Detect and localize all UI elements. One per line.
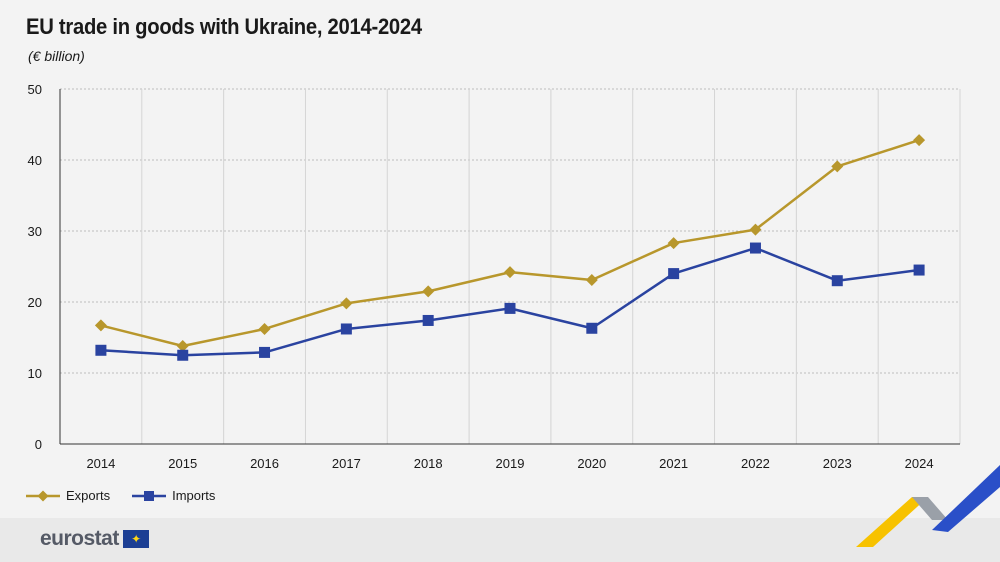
exports-point[interactable] bbox=[340, 297, 353, 310]
y-tick-label: 10 bbox=[28, 366, 42, 381]
legend-item-exports[interactable]: Exports bbox=[26, 488, 110, 503]
x-tick-label: 2021 bbox=[659, 456, 688, 471]
exports-point[interactable] bbox=[913, 134, 926, 147]
y-tick-label: 20 bbox=[28, 295, 42, 310]
footer-bar bbox=[0, 518, 1000, 562]
imports-point[interactable] bbox=[913, 264, 925, 276]
x-tick-label: 2022 bbox=[741, 456, 770, 471]
exports-point[interactable] bbox=[258, 322, 271, 335]
imports-point[interactable] bbox=[259, 346, 271, 358]
x-tick-label: 2019 bbox=[496, 456, 525, 471]
imports-point[interactable] bbox=[668, 268, 680, 280]
exports-point[interactable] bbox=[749, 223, 762, 236]
legend-label-exports: Exports bbox=[66, 488, 111, 503]
axis-layer: 0 10 20 30 40 50 2014 2015 2016 2017 2018 2019 2020 2… bbox=[28, 82, 960, 471]
legend-item-imports[interactable]: Imports bbox=[132, 488, 215, 503]
x-tick-label: 2020 bbox=[577, 456, 606, 471]
x-tick-label: 2016 bbox=[250, 456, 279, 471]
x-tick-label: 2015 bbox=[168, 456, 197, 471]
chart-subtitle: (€ billion) bbox=[28, 48, 85, 64]
imports-point[interactable] bbox=[749, 242, 761, 254]
x-tick-label: 2023 bbox=[823, 456, 852, 471]
exports-point[interactable] bbox=[831, 160, 844, 173]
y-tick-label: 50 bbox=[28, 82, 42, 97]
legend: Exports Imports bbox=[26, 488, 215, 503]
imports-legend-marker bbox=[132, 490, 167, 501]
x-tick-label: 2017 bbox=[332, 456, 361, 471]
y-tick-label: 30 bbox=[28, 224, 42, 239]
exports-point[interactable] bbox=[667, 237, 680, 250]
exports-point[interactable] bbox=[94, 319, 107, 332]
y-tick-label: 40 bbox=[28, 153, 42, 168]
x-tick-label: 2024 bbox=[905, 456, 934, 471]
imports-point[interactable] bbox=[831, 275, 843, 287]
imports-point[interactable] bbox=[422, 314, 434, 326]
exports-point[interactable] bbox=[585, 273, 598, 286]
chart-title: EU trade in goods with Ukraine, 2014-202… bbox=[26, 14, 422, 39]
exports-point[interactable] bbox=[504, 266, 516, 279]
exports-legend-marker bbox=[26, 490, 60, 501]
imports-point[interactable] bbox=[504, 302, 516, 314]
x-tick-label: 2014 bbox=[86, 456, 115, 471]
line-chart: 0 10 20 30 40 50 2014 2015 2016 2017 2018 2019 2020 2… bbox=[28, 82, 961, 471]
legend-label-imports: Imports bbox=[172, 488, 216, 503]
eurostat-logo-text: eurostat bbox=[40, 527, 119, 550]
exports-point[interactable] bbox=[176, 340, 189, 353]
eu-flag-icon: ✦ bbox=[122, 530, 149, 548]
imports-point[interactable] bbox=[177, 349, 189, 361]
imports-point[interactable] bbox=[340, 323, 352, 335]
imports-point[interactable] bbox=[95, 344, 107, 356]
imports-point[interactable] bbox=[586, 322, 598, 334]
x-tick-label: 2018 bbox=[414, 456, 443, 471]
series-layer bbox=[94, 134, 926, 361]
y-tick-label: 0 bbox=[35, 437, 42, 452]
exports-point[interactable] bbox=[422, 285, 435, 298]
eurostat-logo: eurostat ✦ bbox=[40, 527, 149, 551]
